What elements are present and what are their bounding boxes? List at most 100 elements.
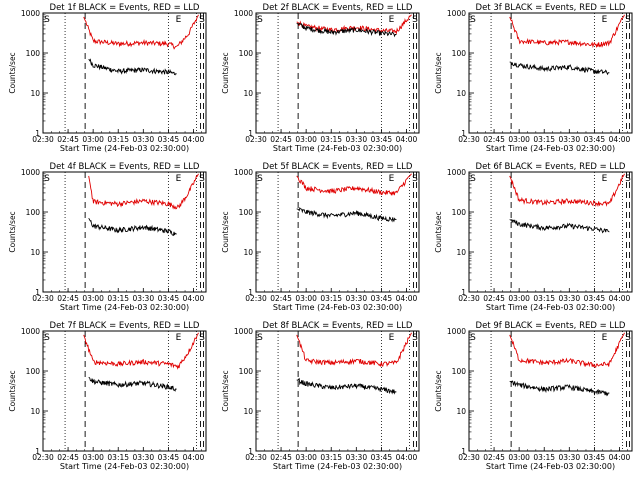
x-tick-label: 03:00 bbox=[508, 453, 530, 462]
y-tick-label: 1 bbox=[461, 129, 466, 138]
plot-frame bbox=[42, 12, 207, 134]
y-tick-label: 10 bbox=[243, 248, 253, 257]
flag-marker: E bbox=[602, 174, 608, 184]
events-rate-line bbox=[296, 377, 397, 395]
x-tick-label: 03:00 bbox=[295, 453, 317, 462]
plot-frame bbox=[42, 171, 207, 293]
flag-marker: S bbox=[199, 174, 205, 184]
y-axis-label: Counts/sec bbox=[8, 211, 17, 252]
x-axis-label: Start Time (24-Feb-03 02:30:00) bbox=[486, 144, 615, 153]
y-tick-label: 1000 bbox=[234, 327, 253, 336]
lld-rate-line bbox=[296, 14, 412, 35]
y-tick-label: 1000 bbox=[234, 9, 253, 18]
y-axis-label: Counts/sec bbox=[8, 52, 17, 93]
plot-frame bbox=[468, 330, 633, 452]
x-tick-label: 03:15 bbox=[107, 453, 129, 462]
lld-rate-line bbox=[509, 332, 625, 368]
x-tick-label: 03:30 bbox=[132, 294, 154, 303]
x-tick-label: 02:30 bbox=[245, 453, 267, 462]
y-axis-label: Counts/sec bbox=[221, 211, 230, 252]
lld-rate-line bbox=[296, 173, 412, 196]
flag-marker: E bbox=[176, 174, 182, 184]
events-rate-line bbox=[509, 380, 610, 397]
panel-title: Det 5f BLACK = Events, RED = LLD bbox=[263, 162, 413, 172]
plot-frame bbox=[255, 330, 420, 452]
x-tick-label: 03:30 bbox=[558, 294, 580, 303]
flag-marker: S bbox=[257, 174, 263, 184]
flag-marker: S bbox=[199, 333, 205, 343]
x-tick-label: 03:30 bbox=[558, 135, 580, 144]
y-tick-label: 1000 bbox=[21, 9, 40, 18]
plot-frame bbox=[468, 171, 633, 293]
panel-title: Det 3f BLACK = Events, RED = LLD bbox=[476, 3, 626, 13]
flag-marker: S bbox=[412, 174, 418, 184]
x-tick-label: 02:45 bbox=[483, 453, 505, 462]
x-tick-label: 03:00 bbox=[295, 135, 317, 144]
flag-marker: S bbox=[412, 15, 418, 25]
x-tick-label: 04:00 bbox=[396, 135, 418, 144]
plot-frame bbox=[255, 171, 420, 293]
x-tick-label: 03:15 bbox=[320, 294, 342, 303]
x-tick-label: 03:30 bbox=[132, 135, 154, 144]
x-tick-label: 02:45 bbox=[270, 135, 292, 144]
flag-marker: E bbox=[389, 333, 395, 343]
y-tick-label: 1 bbox=[461, 447, 466, 456]
events-rate-line bbox=[296, 207, 397, 223]
lld-rate-line bbox=[83, 332, 199, 370]
events-rate-line bbox=[88, 217, 177, 237]
flag-marker: S bbox=[470, 174, 476, 184]
x-tick-label: 03:15 bbox=[107, 294, 129, 303]
x-tick-label: 03:30 bbox=[345, 135, 367, 144]
x-tick-label: 03:45 bbox=[371, 294, 393, 303]
x-tick-label: 02:30 bbox=[32, 135, 54, 144]
x-tick-label: 02:45 bbox=[57, 294, 79, 303]
flag-marker: S bbox=[470, 333, 476, 343]
y-tick-label: 1 bbox=[461, 288, 466, 297]
events-rate-line bbox=[88, 376, 177, 392]
x-tick-label: 02:45 bbox=[483, 294, 505, 303]
y-tick-label: 100 bbox=[452, 49, 467, 58]
y-tick-label: 100 bbox=[26, 367, 41, 376]
x-tick-label: 04:00 bbox=[396, 294, 418, 303]
x-tick-label: 03:00 bbox=[508, 135, 530, 144]
y-tick-label: 1 bbox=[35, 129, 40, 138]
x-tick-label: 02:45 bbox=[270, 453, 292, 462]
y-tick-label: 1 bbox=[248, 129, 253, 138]
x-tick-label: 02:30 bbox=[458, 294, 480, 303]
x-tick-label: 03:45 bbox=[158, 135, 180, 144]
panel-title: Det 1f BLACK = Events, RED = LLD bbox=[50, 3, 200, 13]
x-tick-label: 03:45 bbox=[158, 453, 180, 462]
x-tick-label: 03:15 bbox=[533, 453, 555, 462]
panel-title: Det 8f BLACK = Events, RED = LLD bbox=[263, 321, 413, 331]
y-tick-label: 10 bbox=[456, 89, 466, 98]
x-tick-label: 02:30 bbox=[245, 294, 267, 303]
y-tick-label: 1 bbox=[248, 447, 253, 456]
y-tick-label: 10 bbox=[30, 248, 40, 257]
x-axis-label: Start Time (24-Feb-03 02:30:00) bbox=[273, 462, 402, 471]
x-tick-label: 04:00 bbox=[609, 135, 631, 144]
panel-title: Det 2f BLACK = Events, RED = LLD bbox=[263, 3, 413, 13]
x-tick-label: 02:30 bbox=[458, 135, 480, 144]
y-tick-label: 1000 bbox=[447, 168, 466, 177]
x-tick-label: 03:15 bbox=[320, 135, 342, 144]
flag-marker: E bbox=[602, 333, 608, 343]
x-tick-label: 04:00 bbox=[396, 453, 418, 462]
flag-marker: S bbox=[44, 15, 50, 25]
x-tick-label: 03:00 bbox=[82, 135, 104, 144]
y-axis-label: Counts/sec bbox=[221, 52, 230, 93]
x-tick-label: 03:00 bbox=[82, 453, 104, 462]
x-tick-label: 02:45 bbox=[270, 294, 292, 303]
flag-marker: E bbox=[176, 333, 182, 343]
x-tick-label: 03:45 bbox=[371, 135, 393, 144]
lld-rate-line bbox=[83, 14, 199, 50]
events-rate-line bbox=[509, 61, 610, 76]
x-tick-label: 03:30 bbox=[558, 453, 580, 462]
lld-rate-line bbox=[88, 173, 199, 210]
flag-marker: S bbox=[625, 333, 631, 343]
